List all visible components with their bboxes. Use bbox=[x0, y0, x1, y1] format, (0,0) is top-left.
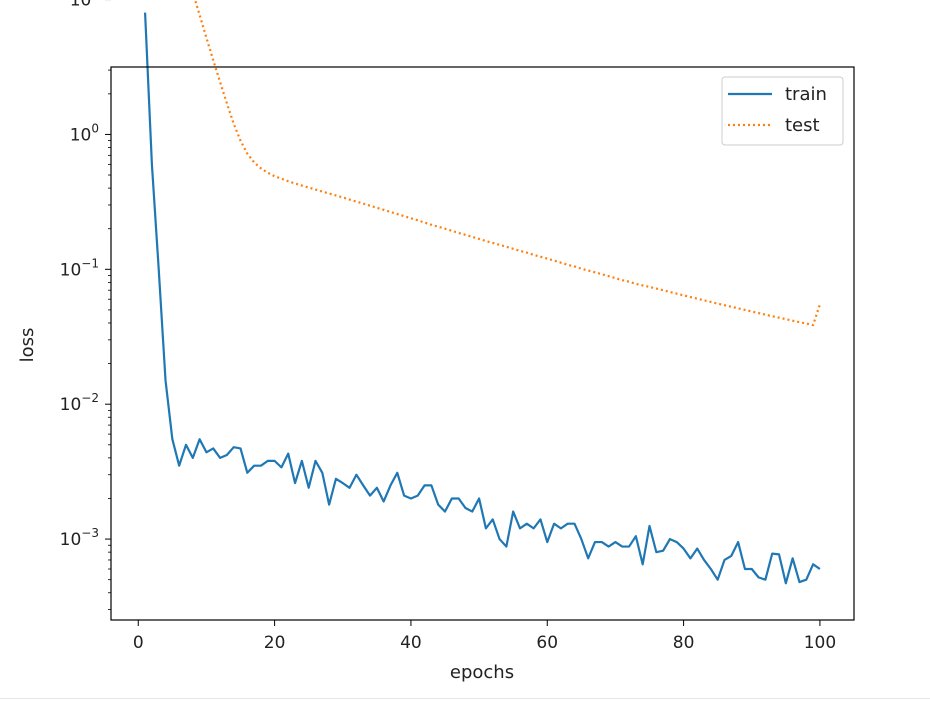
x-tick-label: 100 bbox=[804, 633, 836, 653]
page-bottom-rule bbox=[0, 698, 930, 699]
x-axis-ticks: 0 20 40 60 80 100 bbox=[133, 620, 836, 653]
x-axis-label: epochs bbox=[450, 662, 514, 683]
plot-frame bbox=[110, 66, 855, 621]
y-tick-label: 100 bbox=[70, 121, 99, 145]
x-tick-label: 0 bbox=[133, 633, 144, 653]
y-axis-ticks: 10210110010−110−210−3 bbox=[60, 0, 111, 610]
x-tick-label: 60 bbox=[536, 633, 558, 653]
y-tick-label: 10−2 bbox=[60, 391, 99, 415]
y-axis-label: loss bbox=[17, 328, 38, 363]
y-tick-label: 10−3 bbox=[60, 526, 99, 550]
series-line-train bbox=[143, 12, 821, 585]
x-tick-label: 20 bbox=[264, 633, 286, 653]
x-tick-label: 40 bbox=[400, 633, 422, 653]
y-tick-label: 101 bbox=[70, 0, 99, 11]
legend: train test bbox=[721, 76, 844, 146]
plot-lines bbox=[143, 0, 821, 585]
legend-label-test: test bbox=[785, 115, 820, 136]
legend-label-train: train bbox=[785, 84, 827, 105]
series-line-test bbox=[193, 0, 821, 327]
x-tick-label: 80 bbox=[673, 633, 695, 653]
y-tick-label: 10−1 bbox=[60, 256, 99, 280]
